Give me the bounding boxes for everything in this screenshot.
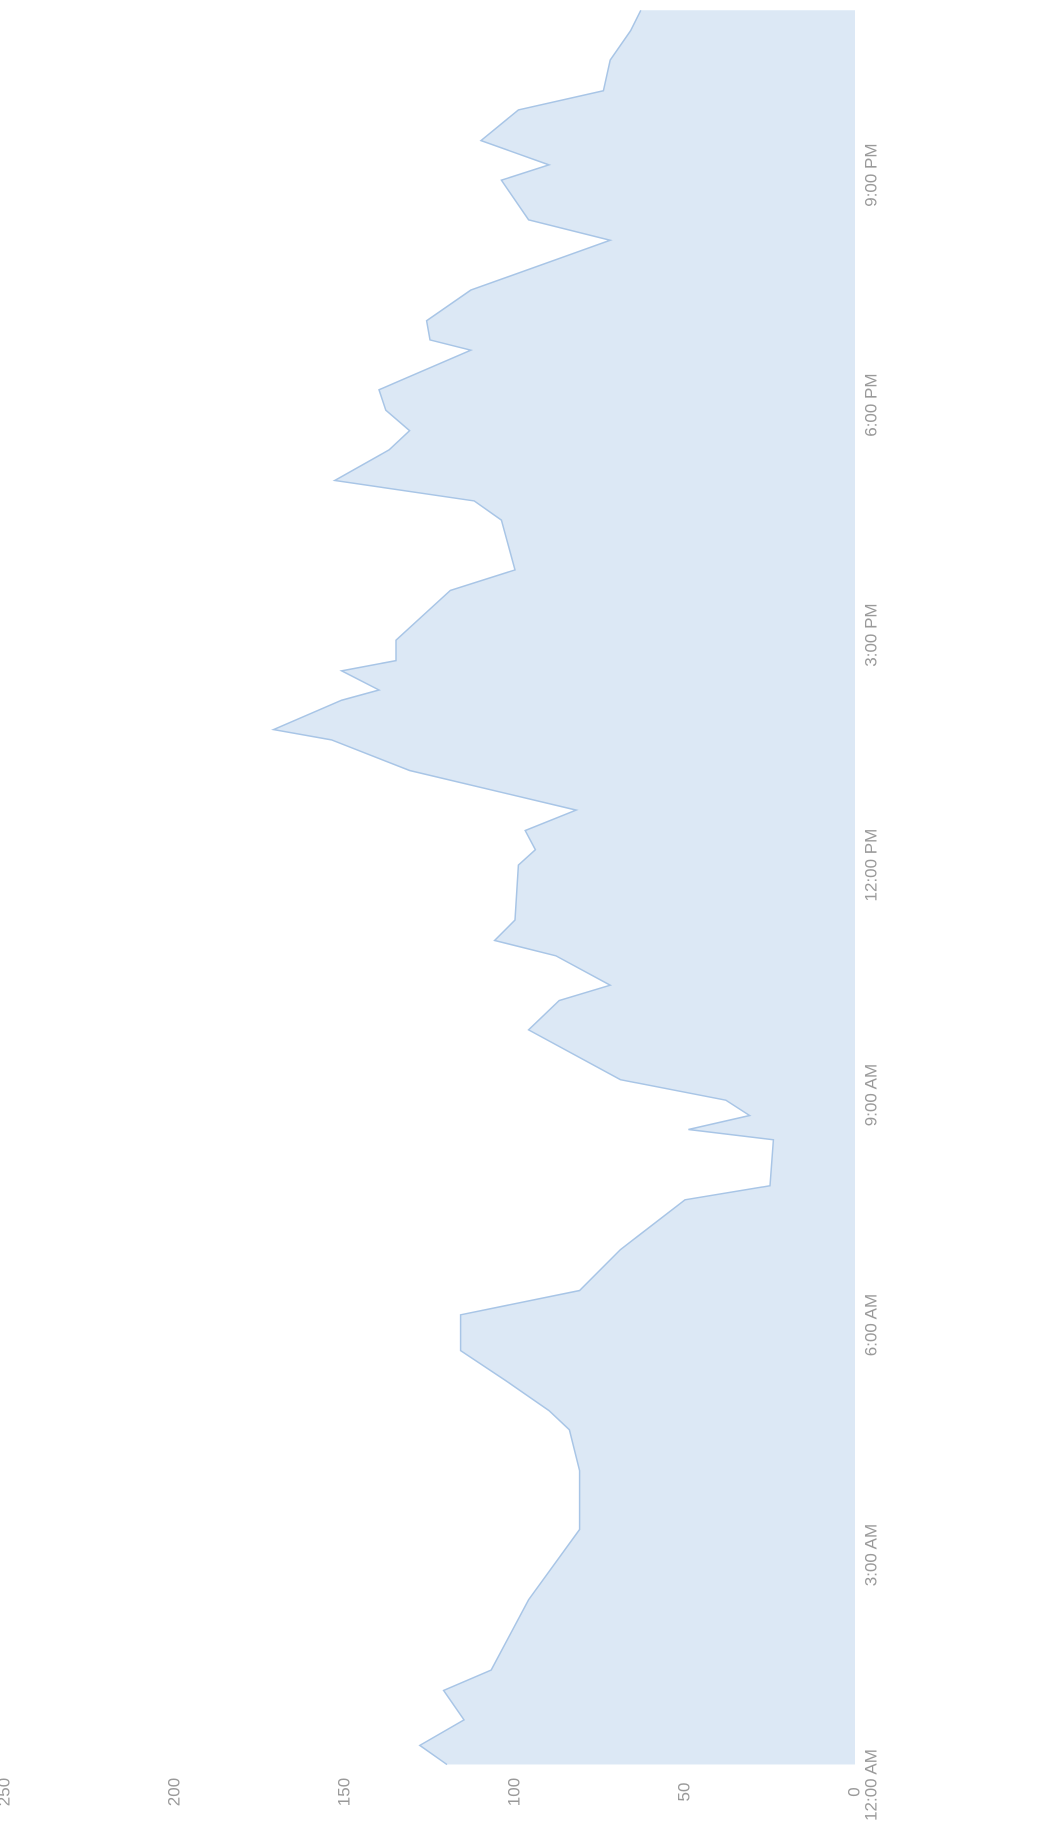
y-tick-label: 150 xyxy=(334,1778,353,1806)
y-tick-label: 50 xyxy=(674,1783,693,1802)
x-tick-label: 12:00 AM xyxy=(861,1749,880,1821)
y-tick-label: 200 xyxy=(164,1778,183,1806)
y-tick-label: 100 xyxy=(504,1778,523,1806)
x-tick-label: 6:00 AM xyxy=(861,1294,880,1356)
area-line xyxy=(271,9,775,1766)
x-tick-label: 12:00 PM xyxy=(861,829,880,902)
x-tick-label: 9:00 AM xyxy=(861,1064,880,1126)
y-tick-label: 250 xyxy=(0,1778,13,1806)
area-fill xyxy=(273,10,855,1765)
x-tick-label: 6:00 PM xyxy=(861,373,880,436)
x-tick-label: 9:00 PM xyxy=(861,143,880,206)
y-tick-label: 0 xyxy=(844,1787,863,1796)
rotated-plot: 0 50 100 150 200 250 12:00 AM 3:00 AM 6:00 AM 9:0… xyxy=(0,9,880,1821)
x-tick-label: 3:00 PM xyxy=(861,603,880,666)
x-tick-label: 3:00 AM xyxy=(861,1524,880,1586)
